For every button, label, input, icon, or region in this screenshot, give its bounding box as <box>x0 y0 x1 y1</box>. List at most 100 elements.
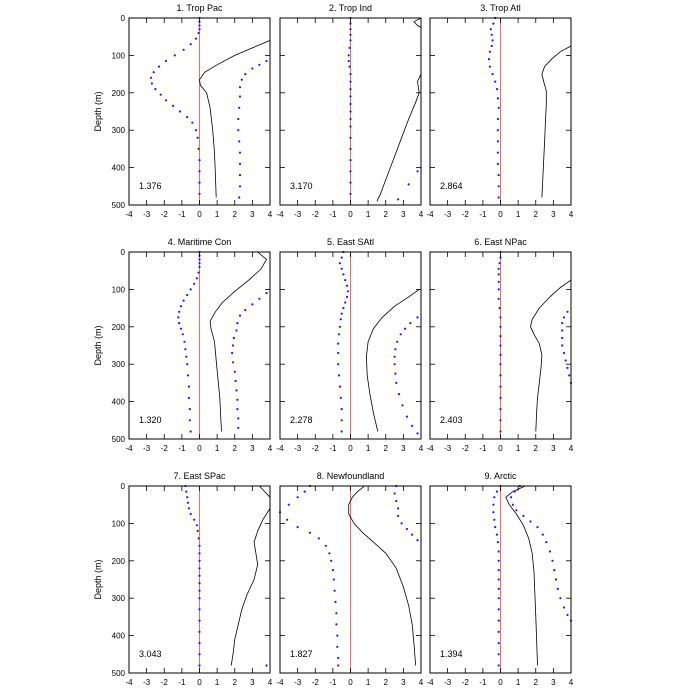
x-tick-label: 2 <box>384 444 389 453</box>
data-point <box>497 559 500 562</box>
data-point <box>397 507 400 510</box>
data-point <box>258 63 261 66</box>
data-point <box>348 65 351 68</box>
data-point <box>194 37 198 40</box>
x-tick-label: 3 <box>551 444 556 453</box>
data-point <box>186 363 189 366</box>
data-point <box>349 28 352 31</box>
y-tick-label: 100 <box>112 519 126 528</box>
data-point <box>238 314 242 317</box>
data-point <box>296 496 299 499</box>
panel-5: 5. East SAtl -4 -3 -2 -1 0 1 2 3 4 2.278 <box>276 237 423 453</box>
data-point <box>568 374 571 377</box>
data-point <box>198 159 201 162</box>
data-point <box>336 634 339 637</box>
data-point <box>511 503 514 506</box>
data-point <box>181 333 184 336</box>
data-point <box>416 539 419 542</box>
data-point <box>556 587 559 591</box>
data-point <box>330 559 333 562</box>
panel-value-label: 1.376 <box>139 181 162 191</box>
data-point <box>562 316 566 319</box>
data-point <box>173 54 176 57</box>
x-tick-label: -2 <box>161 678 169 687</box>
data-point <box>400 522 403 525</box>
data-point <box>497 587 500 591</box>
data-point <box>489 28 492 31</box>
x-tick-label: 3 <box>250 678 255 687</box>
data-point <box>193 282 196 285</box>
data-point <box>491 73 494 76</box>
data-point <box>561 336 564 340</box>
data-point <box>566 310 569 313</box>
data-point <box>397 514 400 518</box>
data-point <box>287 503 290 506</box>
data-point <box>510 496 513 499</box>
data-point <box>198 619 201 622</box>
x-tick-label: 0 <box>348 210 353 219</box>
series-line-0 <box>209 251 268 432</box>
x-tick-label: -4 <box>426 210 434 219</box>
x-tick-label: -3 <box>143 678 151 687</box>
data-point <box>198 589 201 592</box>
data-point <box>561 329 564 332</box>
panel-title: 5. East SAtl <box>327 237 374 247</box>
data-point <box>189 512 192 516</box>
x-tick-label: -3 <box>294 444 302 453</box>
x-tick-label: 1 <box>366 444 371 453</box>
data-point <box>497 106 500 109</box>
panel-title: 4. Maritime Con <box>168 237 232 247</box>
data-point <box>238 185 242 188</box>
data-point <box>497 280 500 283</box>
y-tick-label: 400 <box>112 398 126 407</box>
data-point <box>198 552 201 555</box>
x-tick-label: -2 <box>462 444 470 453</box>
data-point <box>347 59 350 63</box>
data-point <box>513 490 516 493</box>
data-point <box>198 653 201 656</box>
data-point <box>349 39 352 42</box>
data-point <box>559 597 562 600</box>
data-point <box>340 267 343 270</box>
y-tick-label: 500 <box>112 201 126 210</box>
data-point <box>496 162 499 165</box>
data-point <box>488 65 491 68</box>
panel-value-label: 1.320 <box>139 415 162 425</box>
x-tick-label: 2 <box>233 678 238 687</box>
data-point <box>349 117 352 121</box>
panel-4: 4. Maritime Con -4 -3 -2 -1 0 1 2 3 4 0 100 200 300 40… <box>93 237 273 453</box>
data-point <box>492 22 495 25</box>
data-point <box>164 59 168 63</box>
data-point <box>150 82 153 85</box>
data-point <box>191 121 194 124</box>
data-point <box>497 185 500 188</box>
data-point <box>395 381 398 384</box>
x-tick-label: 0 <box>197 678 202 687</box>
data-point <box>238 140 241 143</box>
data-point <box>497 619 500 622</box>
data-point <box>344 301 347 304</box>
data-point <box>497 288 500 291</box>
y-tick-label: 0 <box>121 248 126 257</box>
data-point <box>393 355 396 358</box>
x-tick-label: 4 <box>569 444 574 453</box>
panel-value-label: 2.864 <box>440 181 463 191</box>
data-point <box>179 305 183 308</box>
x-tick-label: 1 <box>366 678 371 687</box>
x-tick-label: -1 <box>479 444 487 453</box>
data-point <box>198 608 201 611</box>
x-tick-label: -1 <box>329 210 337 219</box>
data-point <box>488 50 491 53</box>
x-tick-label: -2 <box>161 444 169 453</box>
x-tick-label: 1 <box>516 444 521 453</box>
data-point <box>233 370 236 373</box>
data-point <box>497 196 500 199</box>
data-point <box>342 307 345 310</box>
y-tick-label: 200 <box>112 89 126 98</box>
panel-7: 7. East SPac -4 -3 -2 -1 0 1 2 3 4 0 100 200 300 400 50… <box>93 471 273 687</box>
data-point <box>159 93 162 96</box>
data-point <box>401 404 404 407</box>
series-line-0 <box>348 485 417 666</box>
data-point <box>198 262 201 265</box>
x-tick-label: 2 <box>534 444 539 453</box>
